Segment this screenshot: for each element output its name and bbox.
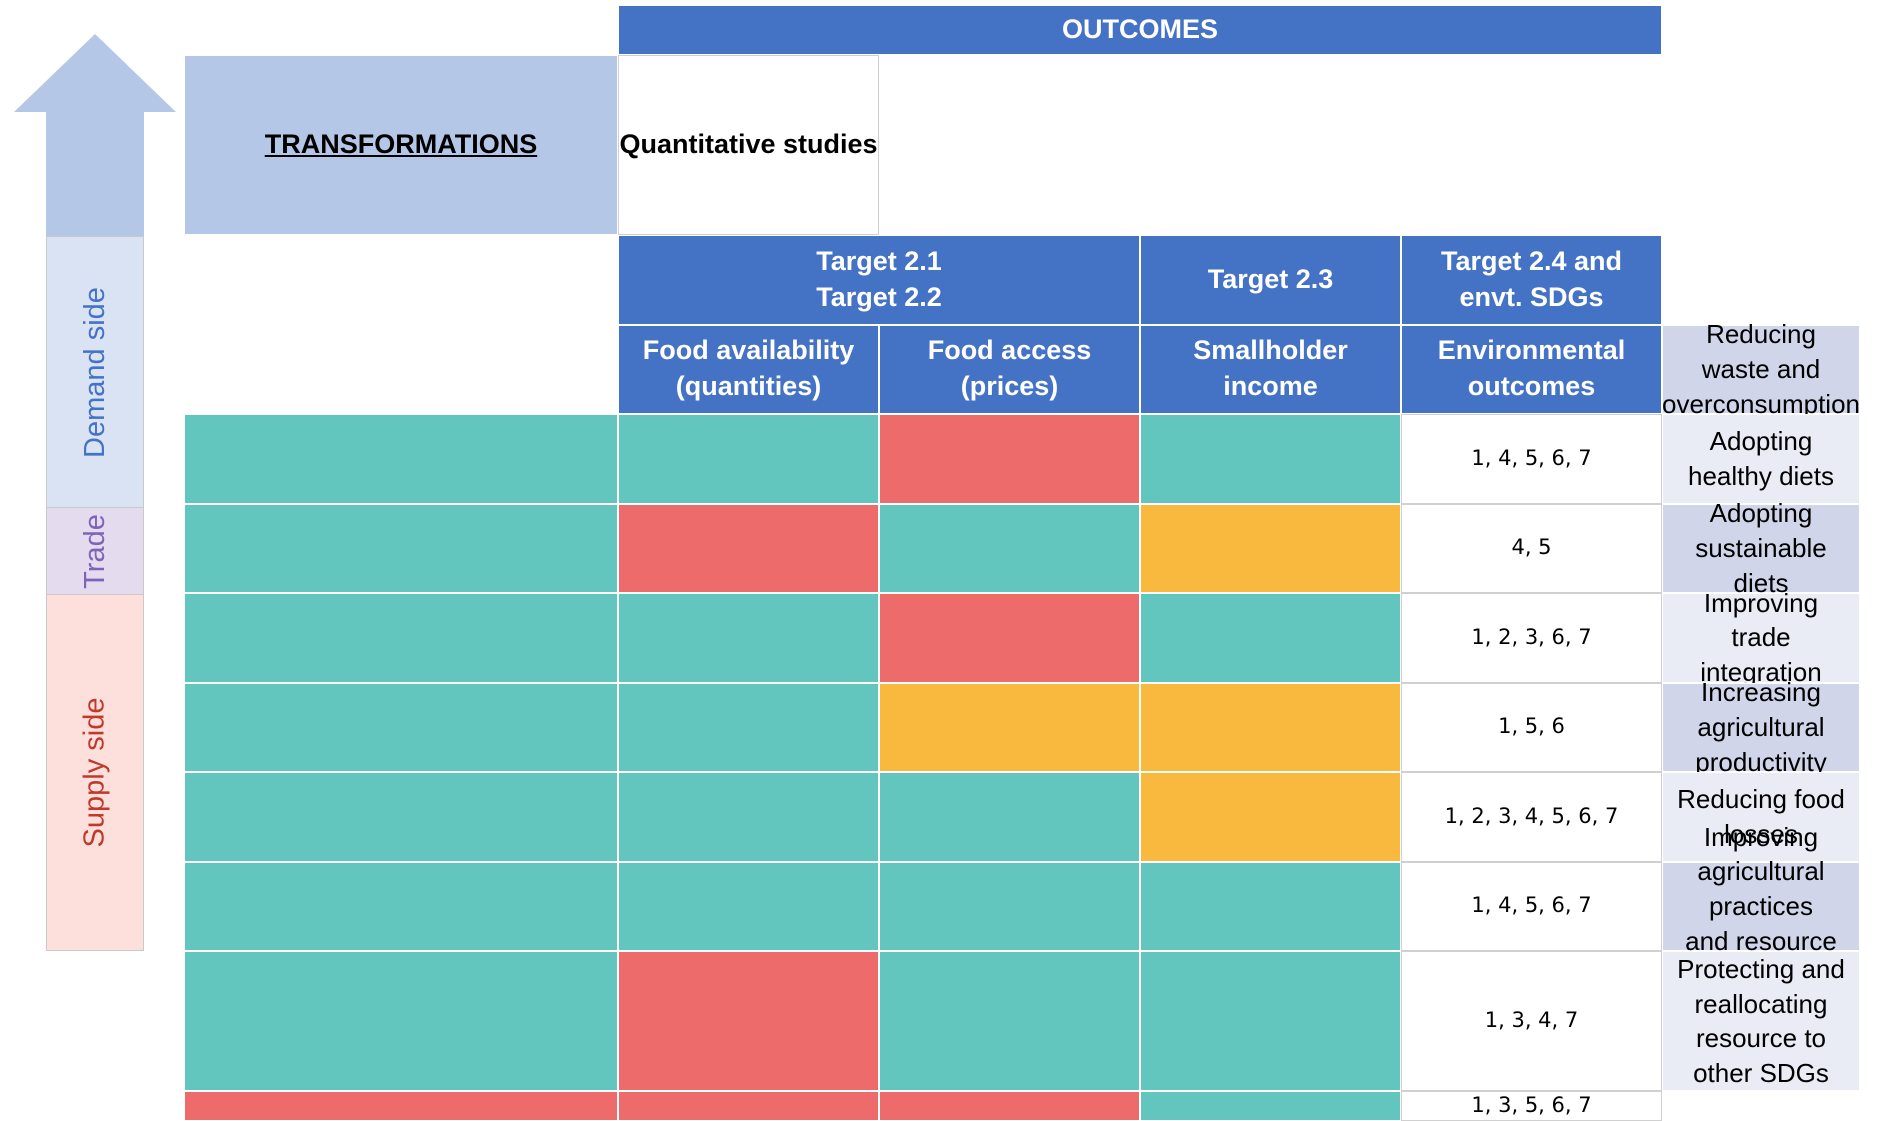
- transformation-line: Improving trade integration: [1700, 587, 1822, 688]
- outcome-cell-positive: [618, 861, 879, 951]
- up-arrow-icon: [14, 34, 176, 112]
- col-line: Food access: [927, 335, 1092, 366]
- outcome-cell-positive: [1140, 951, 1401, 1092]
- col-line: (prices): [960, 371, 1059, 402]
- outcome-cell-positive: [184, 503, 618, 593]
- outcome-cell-positive: [618, 682, 879, 772]
- studies-cell: 1, 3, 5, 6, 7: [1401, 1091, 1662, 1121]
- transformation-line: Increasing agricultural: [1697, 677, 1825, 742]
- outcome-cell-positive: [1140, 861, 1401, 951]
- target-line: Target 2.2: [816, 281, 942, 312]
- studies-cell: 1, 2, 3, 6, 7: [1401, 593, 1662, 683]
- col-food-access: Food access (prices): [879, 324, 1140, 414]
- outcome-cell-positive: [184, 682, 618, 772]
- col-line: Environmental: [1437, 335, 1626, 366]
- transformation-label: Adopting sustainable diets: [1662, 498, 1860, 598]
- outcome-cell-positive: [618, 772, 879, 862]
- transformation-label: Protecting and reallocating resource to o…: [1662, 951, 1860, 1092]
- outcome-cell-positive: [879, 503, 1140, 593]
- studies-cell: 1, 4, 5, 6, 7: [1401, 861, 1662, 951]
- transformation-line: Improving agricultural practices: [1697, 821, 1825, 921]
- target-line: Target 2.4 and: [1440, 245, 1623, 276]
- studies-cell: 1, 3, 4, 7: [1401, 951, 1662, 1092]
- col-food-availability: Food availability (quantities): [618, 324, 879, 414]
- transformation-line: resource to other SDGs: [1693, 1023, 1829, 1088]
- target-2-3-header: Target 2.3: [1140, 235, 1401, 325]
- target-line: envt. SDGs: [1459, 281, 1604, 312]
- outcome-cell-positive: [879, 951, 1140, 1092]
- transformation-label: Improving agricultural practices and reso…: [1662, 822, 1860, 990]
- blank-corner-right: [1662, 5, 1860, 55]
- supply-side-label: Supply side: [78, 697, 111, 848]
- outcome-cell-positive: [184, 414, 618, 504]
- outcome-cell-mixed: [1140, 682, 1401, 772]
- outcome-cell-positive: [1140, 593, 1401, 683]
- col-line: Smallholder: [1193, 335, 1348, 366]
- outcome-cell-positive: [1140, 414, 1401, 504]
- col-smallholder-income: Smallholder income: [1140, 324, 1401, 414]
- transformation-line: Adopting healthy diets: [1688, 426, 1834, 491]
- outcome-cell-positive: [1140, 1091, 1401, 1121]
- outcome-cell-mixed: [1140, 503, 1401, 593]
- arrow-shaft: [46, 111, 144, 236]
- outcome-cell-negative: [618, 503, 879, 593]
- outcome-cell-positive: [879, 772, 1140, 862]
- outcome-cell-positive: [618, 593, 879, 683]
- transformation-line: Protecting and reallocating: [1677, 954, 1845, 1019]
- col-line: Food availability: [642, 335, 855, 366]
- transformation-label: Reducing food losses: [1662, 772, 1860, 862]
- target-line: Target 2.1: [816, 245, 942, 276]
- transformations-header: TRANSFORMATIONS: [184, 55, 618, 235]
- demand-side-label: Demand side: [78, 286, 111, 458]
- outcome-cell-negative: [618, 951, 879, 1092]
- target-line: Target 2.3: [1207, 263, 1334, 294]
- outcome-cell-mixed: [1140, 772, 1401, 862]
- outcome-cell-positive: [879, 861, 1140, 951]
- transformation-line: Reducing waste and: [1701, 319, 1821, 384]
- outcomes-header: OUTCOMES: [618, 5, 1662, 55]
- outcome-cell-positive: [618, 414, 879, 504]
- outcome-cell-negative: [184, 1091, 618, 1121]
- col-line: (quantities): [675, 371, 822, 402]
- outcome-cell-negative: [879, 593, 1140, 683]
- outcome-cell-negative: [879, 414, 1140, 504]
- quantitative-studies-header: Quantitative studies: [618, 55, 879, 235]
- studies-cell: 4, 5: [1401, 503, 1662, 593]
- demand-side-panel: Demand side: [46, 236, 144, 507]
- outcome-cell-positive: [184, 772, 618, 862]
- col-line: outcomes: [1467, 371, 1596, 402]
- transformation-line: Adopting sustainable diets: [1695, 498, 1827, 598]
- outcome-cell-negative: [879, 1091, 1140, 1121]
- outcome-cell-positive: [184, 951, 618, 1092]
- outcome-cell-positive: [184, 593, 618, 683]
- trade-panel: Trade: [46, 507, 144, 594]
- supply-side-panel: Supply side: [46, 594, 144, 951]
- outcome-cell-positive: [184, 861, 618, 951]
- target-2-4-header: Target 2.4 and envt. SDGs: [1401, 235, 1662, 325]
- col-environmental-outcomes: Environmental outcomes: [1401, 324, 1662, 414]
- transformation-label: Reducing waste and overconsumption: [1662, 319, 1860, 419]
- blank-corner: [184, 5, 618, 55]
- target-2-1-2-2-header: Target 2.1 Target 2.2: [618, 235, 1140, 325]
- col-line: income: [1223, 371, 1318, 402]
- transformation-line: Reducing food losses: [1677, 784, 1845, 849]
- transformation-line: productivity: [1695, 746, 1827, 777]
- studies-cell: 1, 5, 6: [1401, 682, 1662, 772]
- outcomes-matrix: OUTCOMES TRANSFORMATIONS Target 2.1 Targ…: [184, 5, 1860, 1121]
- studies-cell: 1, 2, 3, 4, 5, 6, 7: [1401, 772, 1662, 862]
- trade-label: Trade: [78, 513, 111, 589]
- transformation-label: Adopting healthy diets: [1662, 414, 1860, 504]
- transformation-label: Improving trade integration: [1662, 588, 1860, 687]
- transformations-header-label: TRANSFORMATIONS: [264, 129, 538, 160]
- outcome-cell-mixed: [879, 682, 1140, 772]
- studies-cell: 1, 4, 5, 6, 7: [1401, 414, 1662, 504]
- transformation-line: overconsumption: [1662, 388, 1860, 419]
- transformation-label: Increasing agricultural productivity: [1662, 677, 1860, 777]
- outcome-cell-negative: [618, 1091, 879, 1121]
